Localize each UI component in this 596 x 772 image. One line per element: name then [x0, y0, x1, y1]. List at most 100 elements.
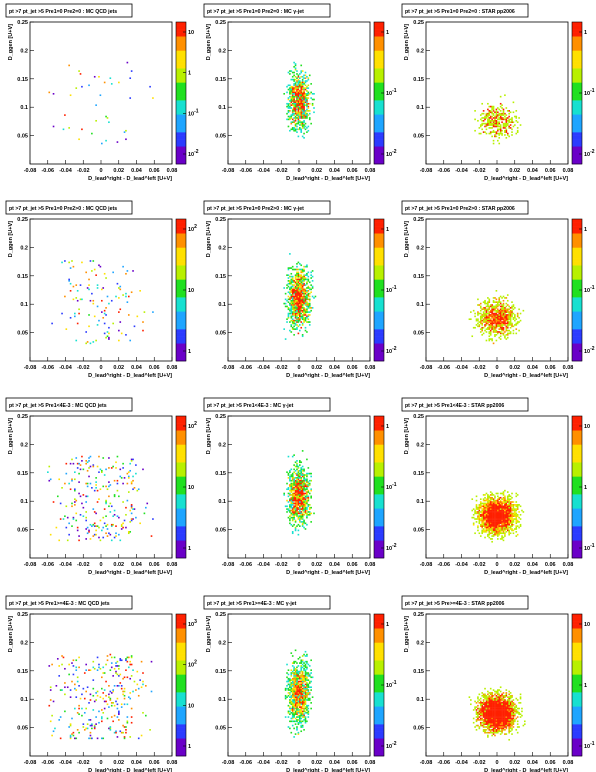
histogram-bin: [504, 501, 506, 503]
histogram-bin: [294, 488, 297, 491]
colorbar-segment: [572, 469, 582, 474]
histogram-bin: [294, 690, 297, 693]
histogram-bin: [118, 713, 120, 716]
histogram-bin: [71, 662, 73, 664]
histogram-bin: [287, 301, 290, 303]
histogram-bin: [300, 677, 303, 680]
histogram-bin: [290, 679, 293, 681]
histogram-bin: [296, 713, 298, 716]
histogram-bin: [501, 501, 503, 503]
histogram-bin: [301, 288, 304, 291]
histogram-bin: [498, 316, 501, 319]
histogram-bin: [287, 716, 290, 718]
histogram-bin: [501, 134, 503, 136]
histogram-bin: [304, 675, 307, 677]
histogram-bin: [76, 676, 79, 679]
histogram-bin: [307, 499, 310, 502]
histogram-bin: [297, 475, 300, 478]
histogram-bin: [488, 119, 491, 122]
histogram-bin: [108, 338, 110, 340]
histogram-bin: [303, 487, 305, 489]
histogram-bin: [297, 321, 300, 323]
histogram-bin: [504, 498, 506, 500]
histogram-bin: [485, 519, 488, 522]
histogram-bin: [300, 321, 303, 323]
histogram-bin: [306, 321, 308, 323]
histogram-bin: [289, 282, 291, 285]
histogram-bin: [306, 304, 308, 306]
histogram-bin: [308, 314, 311, 316]
histogram-bin: [489, 127, 492, 129]
histogram-bin: [293, 95, 295, 98]
colorbar-frame: [175, 21, 187, 165]
histogram-bin: [501, 329, 503, 332]
histogram-bin: [52, 501, 55, 503]
histogram-bin: [310, 506, 312, 509]
histogram-bin: [484, 518, 486, 520]
histogram-bin: [508, 318, 510, 321]
histogram-bin: [297, 501, 300, 503]
histogram-bin: [304, 489, 307, 492]
histogram-bin: [113, 479, 116, 482]
histogram-bin: [297, 97, 300, 99]
histogram-bin: [497, 322, 499, 325]
colorbar-segment: [176, 89, 186, 94]
histogram-bin: [118, 297, 120, 299]
histogram-bin: [499, 309, 502, 312]
colorbar-segment: [176, 53, 186, 58]
histogram-bin: [99, 94, 102, 97]
histogram-bin: [303, 112, 305, 115]
histogram-bin: [75, 666, 78, 669]
colorbar-segment: [176, 695, 186, 700]
histogram-bin: [125, 669, 127, 671]
histogram-bin: [491, 525, 493, 527]
histogram-bin: [301, 335, 304, 338]
histogram-bin: [303, 475, 305, 478]
histogram-bin: [296, 699, 298, 701]
histogram-bin: [505, 121, 508, 124]
histogram-bin: [508, 118, 510, 121]
histogram-bin: [306, 513, 308, 516]
histogram-bin: [492, 117, 495, 119]
histogram-bin: [102, 536, 105, 539]
histogram-bin: [306, 316, 308, 319]
histogram-bin: [129, 531, 132, 533]
histogram-bin: [296, 128, 298, 131]
colorbar-segment: [572, 437, 582, 442]
histogram-bin: [504, 129, 506, 132]
histogram-bin: [481, 511, 483, 513]
histogram-bin: [296, 711, 298, 714]
histogram-bin: [514, 515, 516, 518]
histogram-bin: [506, 119, 509, 122]
histogram-bin: [290, 502, 293, 505]
histogram-bin: [518, 308, 520, 311]
histogram-bin: [300, 675, 303, 677]
histogram-bin: [96, 501, 99, 503]
histogram-bin: [293, 98, 295, 101]
histogram-bin: [291, 696, 294, 698]
histogram-bin: [301, 450, 304, 452]
colorbar-segment: [572, 472, 582, 477]
histogram-bin: [299, 499, 301, 502]
histogram-bin: [98, 455, 100, 458]
histogram-bin: [92, 687, 95, 690]
histogram-bin: [297, 485, 300, 488]
histogram-bin: [113, 731, 116, 734]
histogram-bin: [291, 711, 294, 714]
histogram-bin: [307, 125, 310, 128]
colorbar-segment: [176, 293, 186, 298]
histogram-bin: [108, 693, 110, 696]
histogram-bin: [300, 690, 303, 693]
histogram-bin: [296, 692, 298, 694]
histogram-bin: [296, 112, 298, 115]
histogram-bin: [112, 690, 114, 693]
histogram-bin: [508, 506, 510, 509]
histogram-bin: [297, 489, 300, 492]
colorbar-segment: [572, 547, 582, 552]
colorbar-segment: [176, 329, 186, 333]
histogram-bin: [497, 706, 499, 708]
colorbar-segment: [374, 667, 384, 672]
histogram-bin: [489, 521, 492, 523]
histogram-bin: [304, 666, 307, 669]
histogram-bin: [290, 88, 293, 91]
